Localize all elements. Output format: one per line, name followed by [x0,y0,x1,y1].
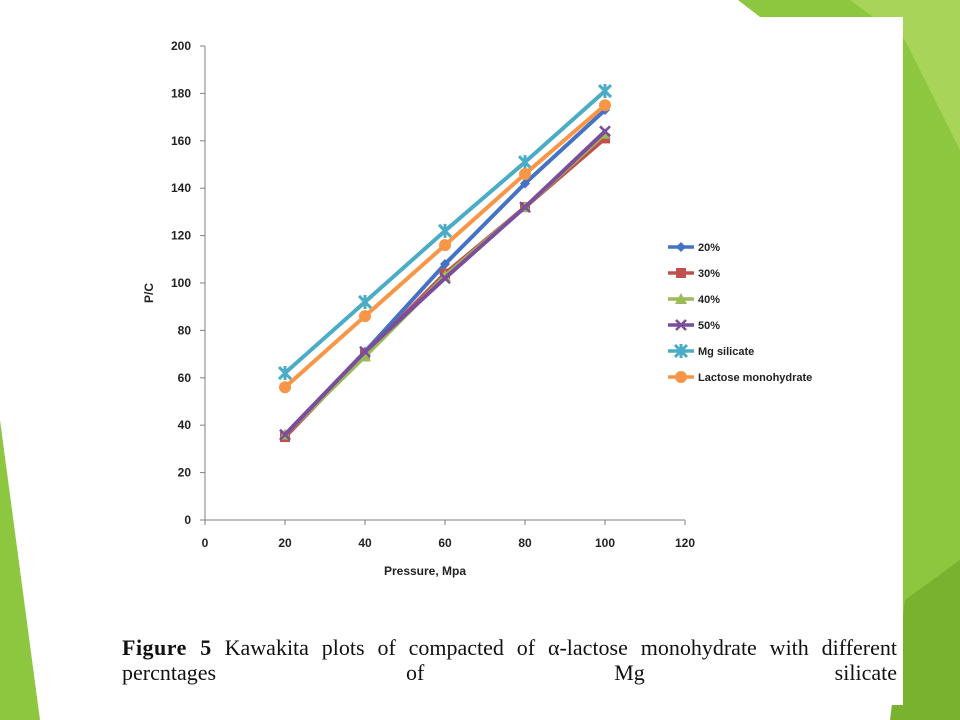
legend-marker [673,343,689,359]
figure-panel: 0 20 40 60 80 100 120 140 160 180 200 0 20 40 60 80 100 1… [58,17,903,705]
x-axis-title: Pressure, Mpa [384,564,466,578]
y-tick-label: 200 [171,39,191,53]
x-tick-label: 60 [438,536,452,550]
data-point [359,310,371,323]
legend-item: 40% [668,293,720,306]
y-tick-label: 0 [184,513,191,527]
data-point [520,178,530,189]
x-tick-label: 20 [278,536,292,550]
data-point [279,381,291,394]
legend-marker [676,268,686,278]
legend-label: 30% [698,268,720,280]
chart-legend: 20% 30% 40% 50% Mg silicate Lactose monohydra… [668,242,812,384]
y-tick-label: 180 [171,86,191,100]
data-point [277,365,293,381]
series-1 [280,133,610,443]
data-point [359,345,371,358]
chart-axes: 0 20 40 60 80 100 120 140 160 180 200 0 20 40 60 80 100 1… [142,39,695,578]
y-tick-label: 120 [171,229,191,243]
data-point [519,167,531,180]
data-point [439,272,451,285]
legend-label: Lactose monohydrate [698,372,812,384]
data-point [517,155,533,170]
data-point [440,259,450,270]
y-tick-label: 160 [171,134,191,148]
x-tick-label: 80 [518,536,532,550]
legend-label: 50% [698,320,720,332]
data-point [519,201,531,214]
kawakita-chart: 0 20 40 60 80 100 120 140 160 180 200 0 20 40 60 80 100 1… [142,39,812,578]
legend-label: 20% [698,242,720,254]
legend-item: Mg silicate [668,343,754,359]
data-point [599,125,611,138]
y-tick-label: 140 [171,181,191,195]
legend-item: 20% [668,242,720,254]
legend-label: Mg silicate [698,346,754,358]
series-3 [279,125,611,441]
green-accent-top-right [738,0,960,720]
series-line [283,136,607,439]
x-tick-label: 0 [202,536,209,550]
y-tick-label: 40 [178,418,192,432]
green-accent-top-right-light [850,0,960,150]
data-point [597,83,613,99]
legend-label: 40% [698,294,720,306]
chart-series [277,83,613,443]
green-accent-bottom-right [890,560,960,720]
legend-marker [676,242,686,252]
figure-caption: Figure 5 Kawakita plots of compacted of … [122,635,897,685]
y-tick-label: 80 [178,323,192,337]
legend-marker [675,371,687,383]
y-tick-label: 100 [171,276,191,290]
data-point [437,223,453,238]
data-point [357,294,373,310]
x-tick-label: 120 [675,536,695,550]
legend-marker [675,319,687,331]
legend-item: 50% [668,319,720,332]
y-tick-label: 20 [178,466,192,480]
series-5 [279,99,611,394]
legend-item: Lactose monohydrate [668,371,812,384]
data-point [359,350,371,362]
y-tick-label: 60 [178,371,192,385]
series-4 [277,83,613,381]
data-point [439,239,451,252]
data-point [279,428,291,441]
legend-marker [675,293,687,304]
green-accent-left [0,420,40,720]
legend-item: 30% [668,268,720,280]
caption-text: Kawakita plots of compacted of α-lactose… [122,635,897,685]
caption-lead: Figure 5 [122,635,212,660]
y-axis-title: P/C [142,283,156,303]
x-tick-label: 100 [595,536,615,550]
data-point [599,99,611,112]
x-tick-label: 40 [358,536,372,550]
